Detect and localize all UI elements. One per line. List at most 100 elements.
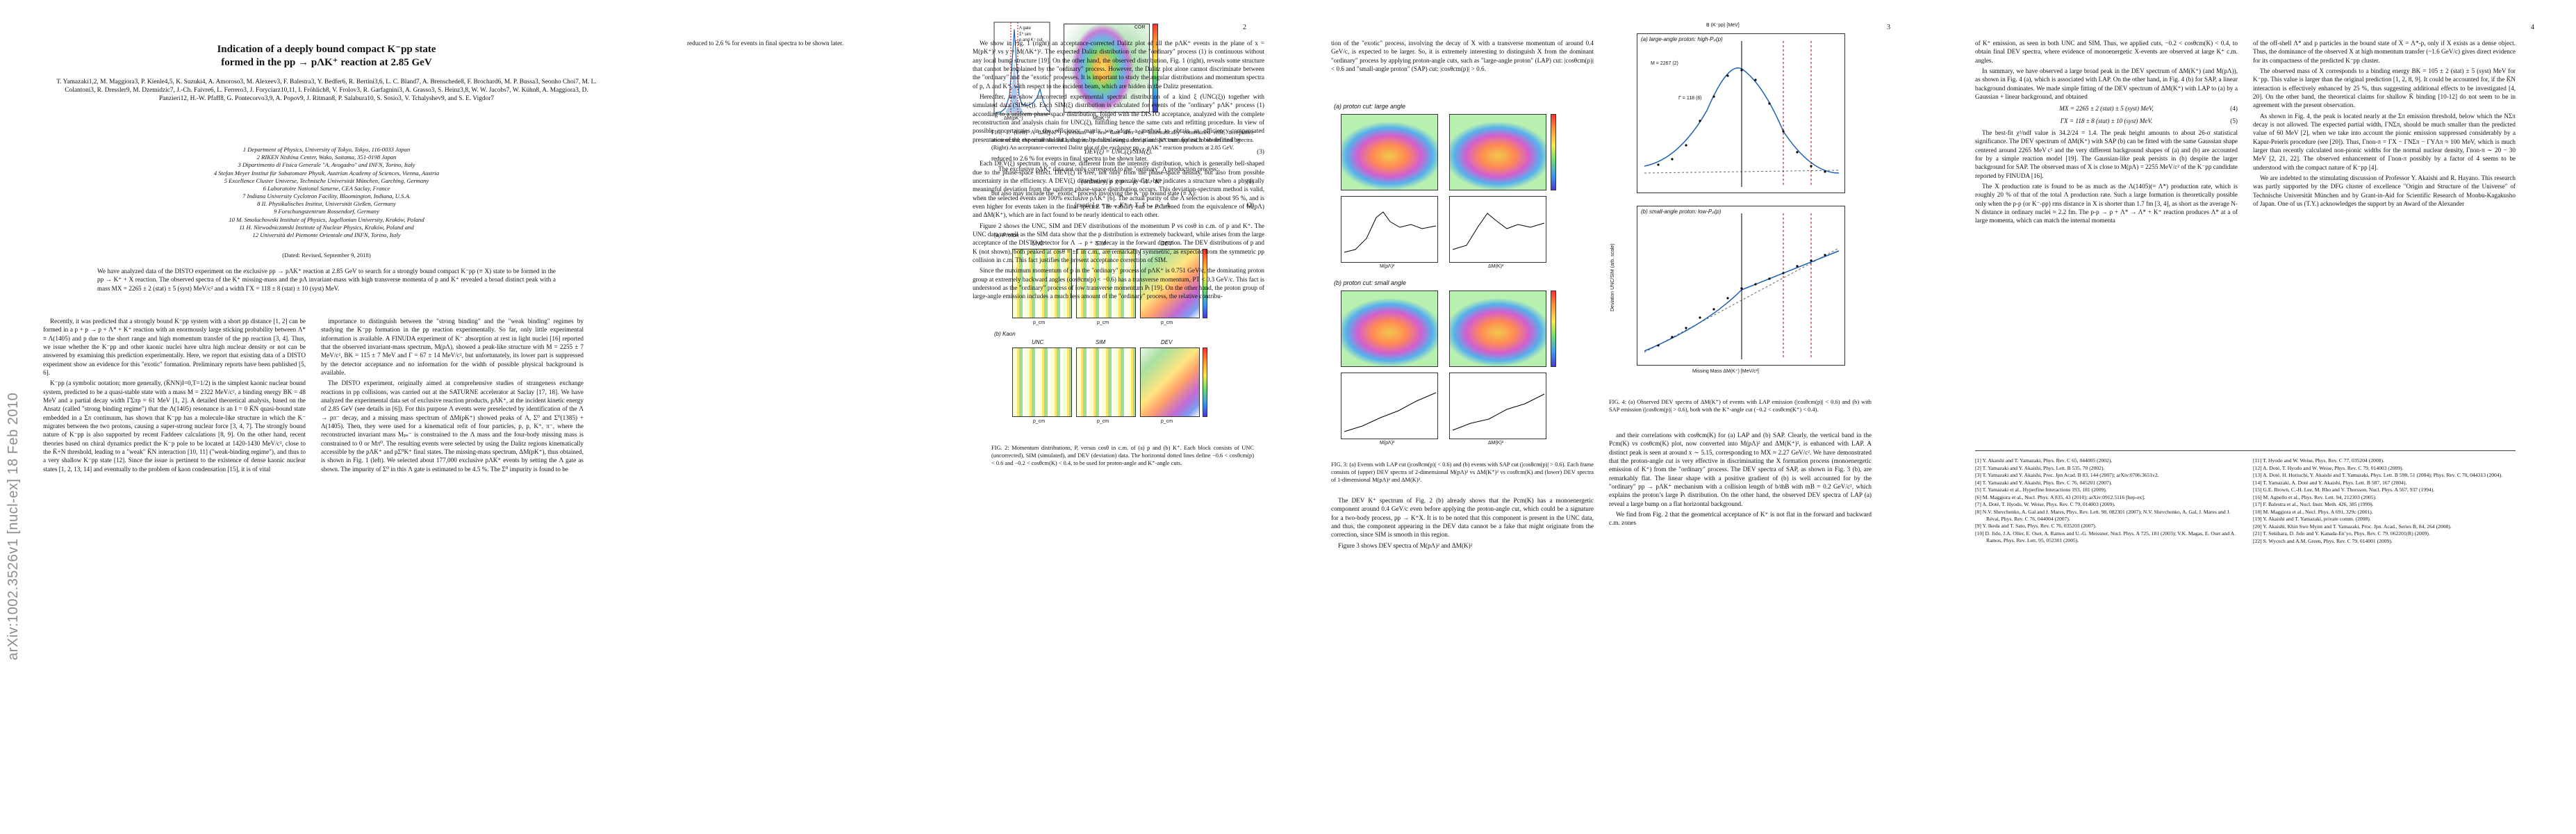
reference-item: [9] Y. Ikeda and T. Sato, Phys. Rev. C 7… xyxy=(1975,523,2097,530)
reference-item: [18] M. Maggiora et al., Nucl. Phys. A 6… xyxy=(2253,508,2373,515)
kaon-sim-plot xyxy=(1076,348,1136,417)
proton-sim-plot xyxy=(1076,249,1136,318)
reference-item: [2] T. Yamazaki and Y. Akaishi, Phys. Le… xyxy=(1975,464,2105,471)
figure-2-caption: FIG. 2: Momentum distributions, P, versu… xyxy=(991,445,1254,466)
x-axis-label: p_cm xyxy=(1097,320,1109,325)
annotation: M = 2267 (2) xyxy=(1651,61,1678,66)
x-axis-label: p_cm xyxy=(1033,320,1046,325)
page-3: 3 tion of the "exotic" process, involvin… xyxy=(1288,0,1932,834)
reference-item: [19] Y. Akaishi and T. Yamazaki, private… xyxy=(2253,516,2371,523)
reference-item: [7] A. Doté, T. Hyodo, W. Weise, Phys. R… xyxy=(1975,501,2115,508)
paragraph: Recently, it was predicted that a strong… xyxy=(43,318,306,376)
kaon-unc-plot xyxy=(1012,348,1072,417)
proton-dev-plot xyxy=(1140,249,1200,318)
reference-item: [20] Y. Akaishi, Khin Swe Myint and T. Y… xyxy=(2253,523,2452,530)
sap-1d-plot-1 xyxy=(1341,373,1438,439)
x-axis-label: p_cm xyxy=(1097,419,1109,424)
reference-item: [15] G.E. Brown, C.-H. Lee, M. Rho and V… xyxy=(2253,486,2435,493)
column-label: UNC xyxy=(1032,240,1044,247)
equation-5: ΓX = 118 ± 8 (stat) ± 10 (syst) MeV. (5) xyxy=(2060,117,2238,124)
proton-unc-plot xyxy=(1012,249,1072,318)
panel-label: COR xyxy=(1134,25,1146,30)
legend-label: Σ⁰ sim xyxy=(1019,33,1032,37)
x-axis-label: p_cm xyxy=(1161,419,1173,424)
panel-title: (b) Kaon xyxy=(994,331,1016,337)
reference-item: [6] M. Maggiora et al., Nucl. Phys. A 83… xyxy=(1975,493,2145,500)
x-axis-label: M(pK⁺)² xyxy=(1093,116,1111,121)
body-column-1: Recently, it was predicted that a strong… xyxy=(43,317,306,803)
paragraph: importance to distinguish between the "s… xyxy=(321,318,584,376)
fig4-panel-a xyxy=(1637,33,1845,193)
colorbar xyxy=(1551,291,1556,367)
body-column-8: of the off-shell Λ* and p particles in t… xyxy=(2253,40,2516,207)
fig4-panel-b xyxy=(1637,206,1845,366)
page-2-column-right: We show in Fig. 1 (right) an acceptance-… xyxy=(966,0,1285,834)
body-column-5: tion of the "exotic" process, involving … xyxy=(1331,40,1594,72)
figure-3: (a) proton cut: large angle M(pΛ)² ΔM(K)… xyxy=(1331,103,1594,492)
sap-2d-plot-1 xyxy=(1341,291,1438,367)
equation-2: [exotic] p + p → K⁺ + X, X → p + Λ. (2) xyxy=(1074,202,1254,209)
lap-1d-plot-1 xyxy=(1341,196,1438,263)
reference-item: [12] A. Doté, T. Hyodo and W. Weise, Phy… xyxy=(2253,464,2404,471)
body-column-3b: reduced to 2.6 % for events in final spe… xyxy=(991,155,1254,209)
references-divider xyxy=(1975,450,2516,451)
colorbar xyxy=(1551,114,1556,190)
legend-label: p and K⁺ cut xyxy=(1019,38,1043,42)
reference-list-left: [1] Y. Akaishi and T. Yamazaki, Phys. Re… xyxy=(1975,457,2238,544)
panel-title: (b) small-angle proton: low-Pₚ(p) xyxy=(1641,208,1722,215)
panel-title: (a) proton cut: large angle xyxy=(1334,103,1406,110)
legend-label: Λ gate xyxy=(1019,26,1032,31)
reference-item: [11] T. Hyodo and W. Weise, Phys. Rev. C… xyxy=(2253,457,2384,464)
body-column-2: importance to distinguish between the "s… xyxy=(321,317,584,803)
column-label: SIM xyxy=(1096,339,1106,345)
x-axis-label: Missing Mass ΔM(K⁺) [MeV/c²] xyxy=(1692,369,1759,374)
figure-1-right-dalitz: COR M(pK⁺)² xyxy=(1058,19,1162,125)
sap-1d-plot-2 xyxy=(1449,373,1546,439)
body-column-5b: The DEV K⁺ spectrum of Fig. 2 (b) alread… xyxy=(1331,497,1594,549)
reference-item: [21] T. Sekihara, D. Jido and Y. Kanada-… xyxy=(2253,530,2430,537)
reference-item: [16] M. Agnello et al., Phys. Rev. Lett.… xyxy=(2253,493,2377,500)
reference-item: [10] D. Jido, J.A. Oller, E. Oset, A. Ra… xyxy=(1975,530,2236,543)
x-axis-label: M(pΛ)² xyxy=(1380,441,1395,445)
x-axis-label: p_cm xyxy=(1033,419,1046,424)
column-label: DEV xyxy=(1161,240,1173,247)
x-axis-label: M(pΛ)² xyxy=(1380,264,1395,269)
page-number: 4 xyxy=(2531,24,2534,31)
page-number: 3 xyxy=(1887,24,1890,31)
x-axis-label: ΔM(K)² xyxy=(1488,441,1504,445)
reference-item: [22] S. Wycech and A.M. Green, Phys. Rev… xyxy=(2253,537,2393,544)
colorbar xyxy=(1203,249,1207,318)
page-number: 2 xyxy=(1243,24,1246,31)
body-column-4: We show in Fig. 1 (right) an acceptance-… xyxy=(973,40,1264,300)
lap-1d-plot-2 xyxy=(1449,196,1546,263)
sap-2d-plot-2 xyxy=(1449,291,1546,367)
author-list: T. Yamazaki1,2, M. Maggiora3, P. Kienle4… xyxy=(56,79,597,103)
reference-list-right: [11] T. Hyodo and W. Weise, Phys. Rev. C… xyxy=(2253,457,2516,545)
equation-4: MX = 2265 ± 2 (stat) ± 5 (syst) MeV, (4) xyxy=(2059,105,2238,113)
equation-1: [ordinary] p + p → p + Λ + K⁺, (1) xyxy=(1081,177,1254,185)
figure-4-caption: FIG. 4: (a) Observed DEV spectra of ΔM(K… xyxy=(1609,399,1872,413)
paragraph: K⁻pp (a symbolic notation; more generall… xyxy=(43,379,306,473)
equation-3: DEV(ξ) = UNC(ξ)/SIM(ξ). (3) xyxy=(1084,147,1264,155)
body-column-3: reduced to 2.6 % for events in final spe… xyxy=(687,40,844,47)
x-axis-label: p_cm xyxy=(1161,320,1173,325)
figure-2: (a) Proton UNC SIM DEV p_cm p_cm p_cm (b… xyxy=(991,232,1254,441)
kaon-dev-plot xyxy=(1140,348,1200,417)
panel-title: (b) proton cut: small angle xyxy=(1334,279,1407,286)
body-column-6: and their correlations with cosθcm(K) fo… xyxy=(1609,432,1872,527)
figure-1-caption: FIG. 1: (Left) A ΔM(pK⁺) spectrum of raw… xyxy=(991,129,1254,151)
paper-title: Indication of a deeply bound compact K⁻p… xyxy=(217,44,436,68)
reference-item: [1] Y. Akaishi and T. Yamazaki, Phys. Re… xyxy=(1975,457,2113,464)
paragraph: The DISTO experiment, originally aimed a… xyxy=(321,379,584,473)
body-column-7: of K⁺ emission, as seen in both UNC and … xyxy=(1975,40,2238,224)
figure-4: B (K⁻pp) [MeV] (a) large-angle proton: h… xyxy=(1609,19,1872,395)
page-4: 4 of K⁺ emission, as seen in both UNC an… xyxy=(1932,0,2576,834)
reference-item: [17] F. Balestra et al., Nucl. Instr. Me… xyxy=(2253,501,2374,508)
figure-3-caption: FIG. 3: (a) Events with LAP cut (|cosθcm… xyxy=(1331,461,1594,483)
lap-2d-plot-2 xyxy=(1449,114,1546,190)
x-axis-label: ΔM(pK⁺) xyxy=(1004,116,1023,121)
panel-title: (a) large-angle proton: high-Pₚ(p) xyxy=(1641,36,1723,42)
reference-item: [8] N.V. Shevchenko, A. Gal and J. Mares… xyxy=(1975,508,2231,522)
column-label: DEV xyxy=(1161,339,1173,345)
colorbar xyxy=(1203,348,1207,417)
